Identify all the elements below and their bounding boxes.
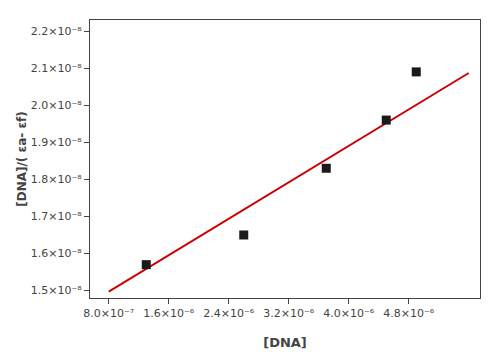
svg-text:1.8×10⁻⁸: 1.8×10⁻⁸	[31, 173, 83, 186]
svg-text:1.9×10⁻⁸: 1.9×10⁻⁸	[31, 136, 83, 149]
svg-text:[DNA]/( εa- εf): [DNA]/( εa- εf)	[15, 111, 29, 207]
svg-text:1.6×10⁻⁸: 1.6×10⁻⁸	[31, 247, 83, 260]
svg-text:3.2×10⁻⁶: 3.2×10⁻⁶	[263, 307, 315, 320]
svg-text:1.7×10⁻⁸: 1.7×10⁻⁸	[31, 210, 83, 223]
svg-text:2.0×10⁻⁸: 2.0×10⁻⁸	[31, 99, 83, 112]
svg-text:4.0×10⁻⁶: 4.0×10⁻⁶	[323, 307, 375, 320]
svg-text:1.5×10⁻⁸: 1.5×10⁻⁸	[31, 284, 83, 297]
svg-text:2.1×10⁻⁸: 2.1×10⁻⁸	[31, 62, 83, 75]
svg-text:1.6×10⁻⁶: 1.6×10⁻⁶	[143, 307, 195, 320]
svg-text:[DNA]: [DNA]	[263, 335, 307, 350]
svg-text:2.4×10⁻⁶: 2.4×10⁻⁶	[203, 307, 255, 320]
svg-text:8.0×10⁻⁷: 8.0×10⁻⁷	[83, 307, 134, 320]
svg-text:4.8×10⁻⁶: 4.8×10⁻⁶	[383, 307, 435, 320]
svg-text:2.2×10⁻⁸: 2.2×10⁻⁸	[31, 25, 83, 38]
